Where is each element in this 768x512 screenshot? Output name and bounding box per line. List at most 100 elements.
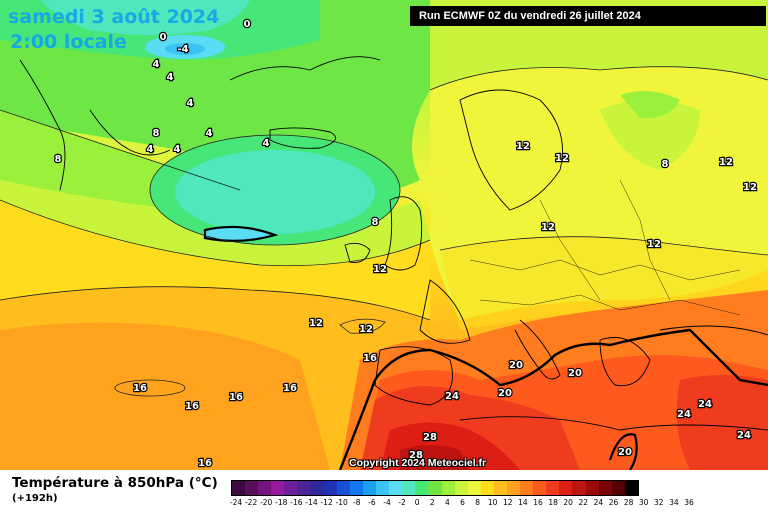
scale-swatch: [467, 481, 481, 495]
color-scale: [231, 480, 639, 496]
temperature-map: 0 0 -4 4 4 4 8 4 4 4 8 4 8 12 12 12 8 12 12 12 12 12 12 16 16 16 1…: [0, 0, 768, 470]
field-24-east: [676, 375, 768, 470]
isotherm-16: [0, 286, 431, 321]
isotherm-value-label: 12: [647, 239, 661, 250]
scale-tick-label: 24: [593, 498, 604, 507]
coast-iberia: [374, 346, 453, 406]
isotherm-16-blob: [114, 379, 186, 397]
scale-tick-label: -24: [229, 498, 243, 507]
scale-swatch: [520, 481, 534, 495]
coast-britain: [384, 196, 423, 271]
isotherm-value-label: 4: [147, 144, 154, 155]
isotherm-value-label: 8: [55, 154, 62, 165]
borders: [469, 179, 741, 316]
scale-swatch: [493, 481, 507, 495]
isotherm-value-label: 8: [372, 217, 379, 228]
scale-tick-label: 26: [608, 498, 619, 507]
coast-iceland: [269, 127, 337, 149]
scale-tick-label: -8: [353, 498, 361, 507]
scale-tick-label: 36: [684, 498, 694, 507]
run-info-banner: Run ECMWF 0Z du vendredi 26 juillet 2024: [410, 6, 766, 26]
isotherm-8-west: [0, 109, 241, 191]
isotherm-value-label: 4: [174, 144, 181, 155]
field-28: [400, 445, 470, 470]
scale-tick-label: 6: [460, 498, 465, 507]
scale-swatch: [480, 481, 494, 495]
scale-swatch: [271, 481, 285, 495]
scale-swatch: [232, 481, 246, 495]
isotherm-value-label: 4: [187, 98, 194, 109]
scale-tick-label: 28: [623, 498, 634, 507]
coast-ireland: [344, 242, 371, 263]
scale-tick-label: 10: [487, 498, 498, 507]
isotherm-value-label: 12: [555, 153, 569, 164]
scale-tick-label: -20: [260, 498, 273, 507]
isotherm-value-label: 20: [509, 360, 523, 371]
isotherm-value-label: 24: [445, 391, 459, 402]
isotherm-value-label: 28: [409, 450, 423, 461]
isotherm-value-label: 4: [206, 128, 213, 139]
legend-footer: Température à 850hPa (°C) (+192h) -24 -22…: [0, 470, 768, 512]
border-line-1: [469, 259, 741, 281]
scale-swatch: [284, 481, 298, 495]
isotherm-value-label: 12: [309, 318, 323, 329]
copyright-text: Copyright 2024 Meteociel.fr: [349, 457, 487, 469]
isotherm-value-label: 12: [516, 141, 530, 152]
scale-tick-label: 20: [563, 498, 573, 507]
coast-africa: [459, 416, 768, 431]
isotherm-value-label: 20: [568, 368, 582, 379]
isotherm-value-label: 0: [244, 19, 251, 30]
scale-tick-label: -10: [335, 498, 348, 507]
scale-swatch: [611, 481, 625, 495]
scale-swatch: [336, 481, 350, 495]
isotherm-12-atlantic: [0, 199, 431, 267]
isotherm-value-label: 24: [677, 409, 691, 420]
isotherm-10-north: [429, 66, 768, 91]
scale-tick-label: -14: [305, 498, 318, 507]
scale-swatch: [376, 481, 390, 495]
scale-swatch: [546, 481, 560, 495]
coast-italy: [514, 319, 561, 380]
isotherm-4-pool: [149, 134, 401, 246]
field-10-finland: [600, 100, 700, 170]
isotherm-value-label: 16: [133, 383, 147, 394]
isotherm-value-label: 12: [373, 264, 387, 275]
isotherm-value-label: 4: [167, 72, 174, 83]
scale-swatch: [598, 481, 612, 495]
isotherm-value-label: 16: [185, 401, 199, 412]
map-time-title: 2:00 locale: [10, 31, 127, 53]
coast-balkans: [599, 337, 651, 387]
scale-tick-label: -12: [320, 498, 333, 507]
scale-tick-label: 34: [669, 498, 679, 507]
isotherm-14-europe: [439, 236, 768, 256]
field-14-europe: [440, 236, 768, 330]
scale-tick-label: 32: [654, 498, 664, 507]
isotherm-value-label: 12: [359, 324, 373, 335]
coastlines: [19, 56, 768, 431]
scale-swatch: [624, 481, 638, 495]
isotherm-value-label: 4: [263, 138, 270, 149]
cold-pool-inner: [175, 150, 375, 234]
scale-tick-label: -2: [398, 498, 406, 507]
cold-pool-core: [203, 225, 279, 242]
isotherm-value-label: 28: [423, 432, 437, 443]
scale-tick-label: -22: [244, 498, 258, 507]
border-line-4: [619, 179, 671, 301]
scale-tick-label: -16: [290, 498, 303, 507]
isotherm-value-label: 16: [198, 458, 212, 469]
isotherm-value-label: 12: [719, 157, 733, 168]
isotherm-value-label: 12: [541, 222, 555, 233]
field-8-finland: [620, 91, 680, 119]
scale-swatch: [428, 481, 442, 495]
isotherm-value-label: 8: [662, 159, 669, 170]
legend-forecast-hour: (+192h): [12, 493, 58, 504]
scale-swatch: [389, 481, 403, 495]
scale-tick-label: 4: [445, 498, 450, 507]
border-line-3: [539, 199, 601, 301]
scale-tick-label: 14: [518, 498, 528, 507]
scale-swatch: [349, 481, 363, 495]
isotherm-value-label: 20: [618, 447, 632, 458]
scale-swatch: [245, 481, 259, 495]
